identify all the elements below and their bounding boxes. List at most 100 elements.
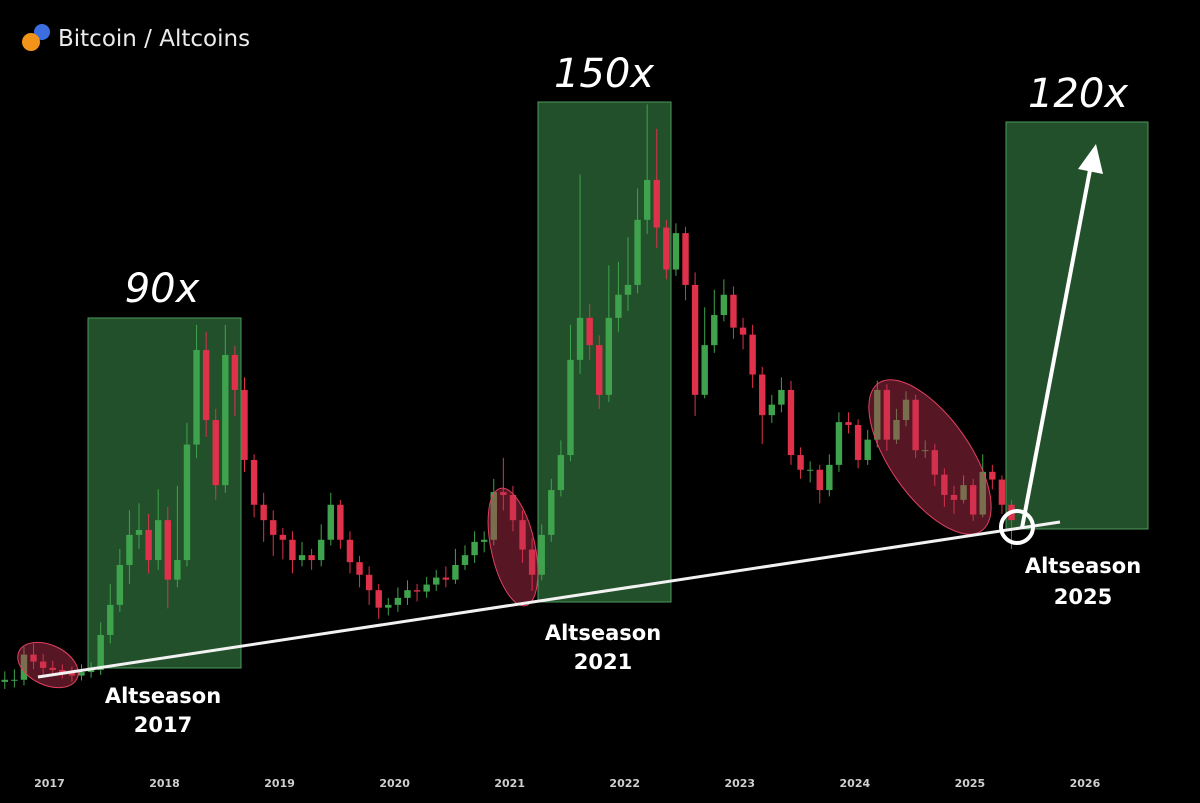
candle-body bbox=[922, 450, 929, 452]
candle-body bbox=[950, 494, 958, 500]
candle-body bbox=[1, 679, 8, 682]
candle-body bbox=[413, 590, 421, 592]
candle-body bbox=[107, 604, 114, 635]
candle-body bbox=[404, 590, 411, 598]
candle-body bbox=[701, 345, 708, 395]
candle-body bbox=[596, 345, 603, 395]
x-tick-label: 2023 bbox=[724, 777, 755, 790]
x-tick-label: 2022 bbox=[609, 777, 640, 790]
candle-body bbox=[749, 334, 756, 375]
arrow-shaft bbox=[1020, 169, 1092, 529]
current-marker bbox=[999, 509, 1035, 545]
candle-body bbox=[969, 485, 977, 515]
season-box bbox=[537, 101, 672, 603]
candle-body bbox=[145, 529, 152, 561]
candle-body bbox=[672, 233, 680, 270]
x-tick-label: 2024 bbox=[840, 777, 871, 790]
candle-body bbox=[874, 389, 881, 440]
candle-body bbox=[893, 420, 900, 440]
candle-body bbox=[270, 520, 277, 535]
candle-body bbox=[279, 534, 287, 540]
season-label: 2017 bbox=[134, 713, 192, 737]
candle-body bbox=[317, 539, 325, 561]
season-label: Altseason bbox=[1025, 554, 1141, 578]
candle-body bbox=[327, 504, 334, 540]
candle-body bbox=[394, 597, 402, 605]
season-box bbox=[1005, 121, 1149, 530]
arrow-head bbox=[1078, 144, 1103, 174]
gain-label: 150x bbox=[554, 51, 654, 97]
candle-body bbox=[634, 219, 641, 285]
candle-body bbox=[864, 439, 871, 460]
season-label: Altseason bbox=[545, 621, 661, 645]
btc-icon bbox=[22, 33, 40, 51]
candle-body bbox=[528, 549, 536, 575]
candle-body bbox=[231, 354, 239, 390]
candle-body bbox=[912, 399, 919, 451]
candle-body bbox=[183, 444, 191, 561]
candle-body bbox=[461, 555, 469, 565]
candle-body bbox=[20, 654, 28, 680]
candle-body bbox=[998, 479, 1006, 505]
gain-label: 120x bbox=[1028, 71, 1128, 117]
candle-body bbox=[759, 374, 766, 416]
candle-body bbox=[97, 634, 104, 670]
candle-body bbox=[509, 494, 517, 521]
candle-body bbox=[135, 529, 143, 535]
candle-body bbox=[960, 485, 967, 500]
candle-body bbox=[845, 422, 852, 425]
candle-body bbox=[806, 469, 814, 471]
candle-body bbox=[663, 227, 670, 270]
trend-line bbox=[37, 520, 1061, 679]
candle-body bbox=[471, 541, 478, 556]
x-tick-label: 2018 bbox=[149, 777, 180, 790]
candle-body bbox=[49, 667, 56, 670]
candle-body bbox=[164, 520, 171, 580]
x-tick-label: 2025 bbox=[955, 777, 986, 790]
candle-body bbox=[87, 669, 95, 673]
candle-body bbox=[11, 679, 18, 681]
candle-body bbox=[519, 520, 526, 550]
candle-body bbox=[778, 389, 785, 405]
candle-body bbox=[854, 424, 862, 460]
candle-body bbox=[385, 604, 392, 608]
candles bbox=[1, 104, 1015, 689]
candle-body bbox=[212, 420, 219, 486]
highlight-ellipse bbox=[487, 487, 539, 607]
candle-body bbox=[30, 654, 37, 662]
candle-body bbox=[931, 450, 939, 475]
candle-body bbox=[480, 539, 488, 542]
x-tick-label: 2020 bbox=[379, 777, 410, 790]
candle-body bbox=[605, 317, 613, 395]
candle-body bbox=[567, 359, 574, 456]
candle-body bbox=[356, 562, 363, 575]
candle-body bbox=[490, 492, 497, 540]
highlight-ellipse bbox=[868, 379, 992, 535]
candle-body bbox=[816, 469, 823, 491]
season-label: 2025 bbox=[1054, 585, 1112, 609]
candle-body bbox=[126, 534, 133, 565]
candle-body bbox=[116, 564, 124, 605]
candle-body bbox=[548, 490, 555, 535]
gain-label: 90x bbox=[125, 266, 200, 312]
x-tick-label: 2026 bbox=[1070, 777, 1101, 790]
candle-body bbox=[883, 389, 891, 440]
candle-body bbox=[586, 317, 593, 346]
candle-body bbox=[941, 474, 948, 495]
candle-body bbox=[624, 284, 632, 295]
candle-body bbox=[500, 492, 507, 495]
candle-body bbox=[538, 534, 545, 575]
candle-body bbox=[78, 672, 85, 676]
candle-body bbox=[452, 564, 459, 580]
season-label: 2021 bbox=[574, 650, 632, 674]
candle-body bbox=[193, 350, 200, 445]
candle-body bbox=[241, 389, 248, 460]
candle-body bbox=[615, 294, 622, 318]
candle-body bbox=[730, 294, 737, 328]
candle-body bbox=[826, 464, 833, 491]
candle-body bbox=[174, 560, 181, 580]
x-tick-label: 2017 bbox=[34, 777, 65, 790]
candle-body bbox=[979, 471, 986, 515]
candle-body bbox=[557, 455, 565, 491]
